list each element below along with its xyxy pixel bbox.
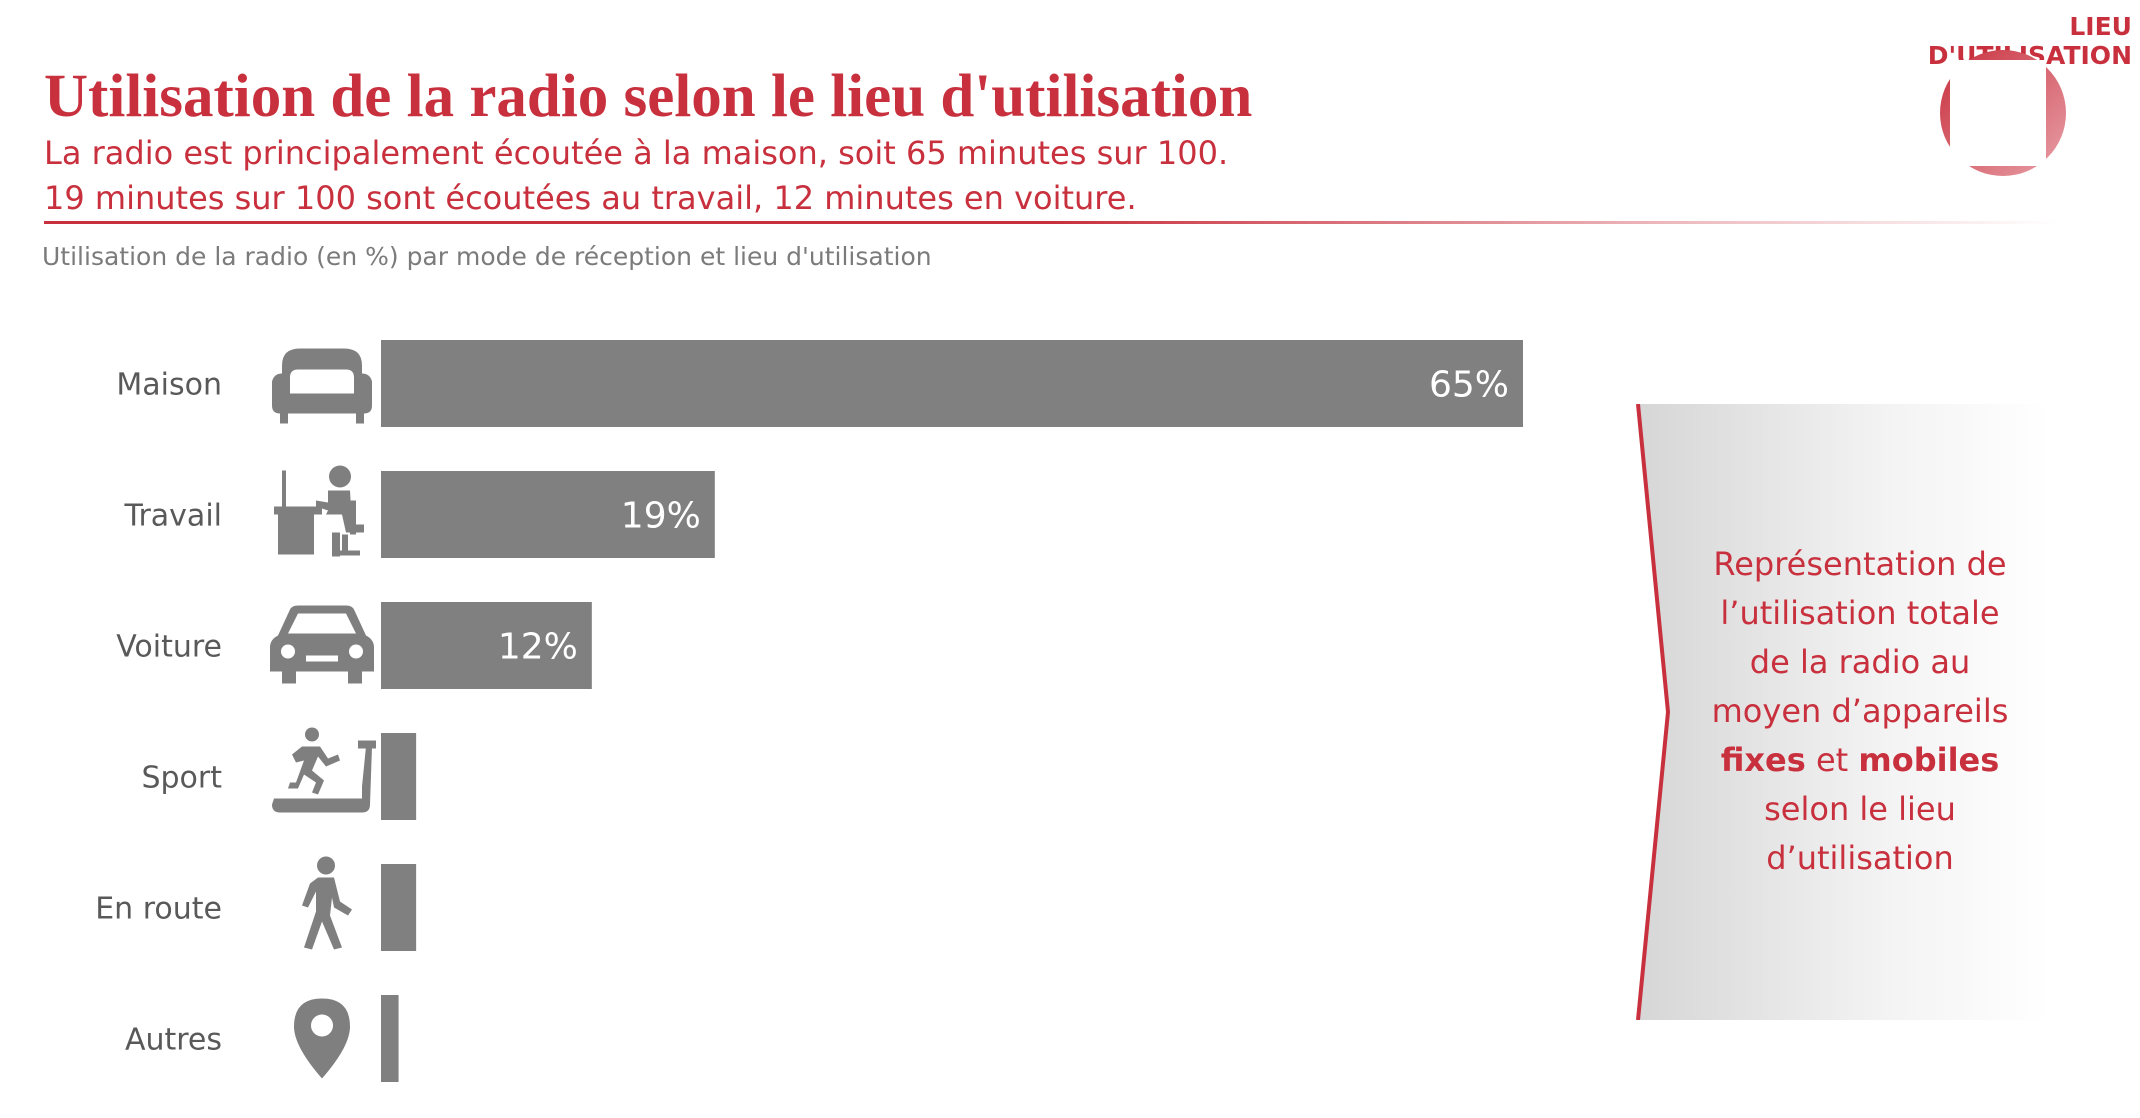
bar xyxy=(381,995,399,1082)
callout-box xyxy=(1636,404,2050,1020)
bar-series: Maison 65% Travail 19% Voiture 12% Sport En rou… xyxy=(95,340,1523,1082)
category-label: Voiture xyxy=(116,630,222,665)
callout-text: Représentation de l’utilisation totale d… xyxy=(1680,540,2040,883)
location-pin-icon xyxy=(294,998,350,1079)
callout-line-7: d’utilisation xyxy=(1766,839,1954,877)
category-label: En route xyxy=(95,892,222,927)
subtitle-line-2: 19 minutes sur 100 sont écoutées au trav… xyxy=(44,179,1137,217)
callout-line-6: selon le lieu xyxy=(1764,790,1956,828)
data-label: 12% xyxy=(498,627,578,668)
category-label: Sport xyxy=(141,761,222,796)
callout-fixes: fixes xyxy=(1720,741,1806,779)
page-title: Utilisation de la radio selon le lieu d'… xyxy=(44,63,1253,130)
subtitle-line-1: La radio est principalement écoutée à la… xyxy=(44,134,1229,172)
callout-line-5: fixes et mobiles xyxy=(1680,736,2040,785)
page-subtitle: La radio est principalement écoutée à la… xyxy=(44,131,1228,221)
bar xyxy=(381,340,1523,427)
callout-line-4: moyen d’appareils xyxy=(1711,692,2009,730)
section-badge-icon xyxy=(1940,50,2066,176)
chart-caption: Utilisation de la radio (en %) par mode … xyxy=(42,242,932,271)
bar xyxy=(381,602,592,689)
car-icon xyxy=(270,605,374,684)
callout-line-2: l’utilisation totale xyxy=(1720,594,2000,632)
data-label: 65% xyxy=(1429,365,1509,406)
title-divider xyxy=(44,221,2060,224)
category-label: Travail xyxy=(124,499,222,534)
bar xyxy=(381,471,715,558)
treadmill-icon xyxy=(272,727,376,813)
category-label: Maison xyxy=(116,368,222,403)
callout-line-1: Représentation de xyxy=(1713,545,2007,583)
category-label: Autres xyxy=(125,1023,222,1058)
bar xyxy=(381,733,417,820)
callout-mobiles: mobiles xyxy=(1858,741,2000,779)
walking-person-icon xyxy=(302,856,352,950)
callout-line-3: de la radio au xyxy=(1749,643,1971,681)
armchair-icon xyxy=(272,348,372,424)
data-label: 19% xyxy=(621,496,701,537)
callout-et: et xyxy=(1815,741,1849,779)
bar xyxy=(381,864,417,951)
desk-worker-icon xyxy=(274,465,364,557)
